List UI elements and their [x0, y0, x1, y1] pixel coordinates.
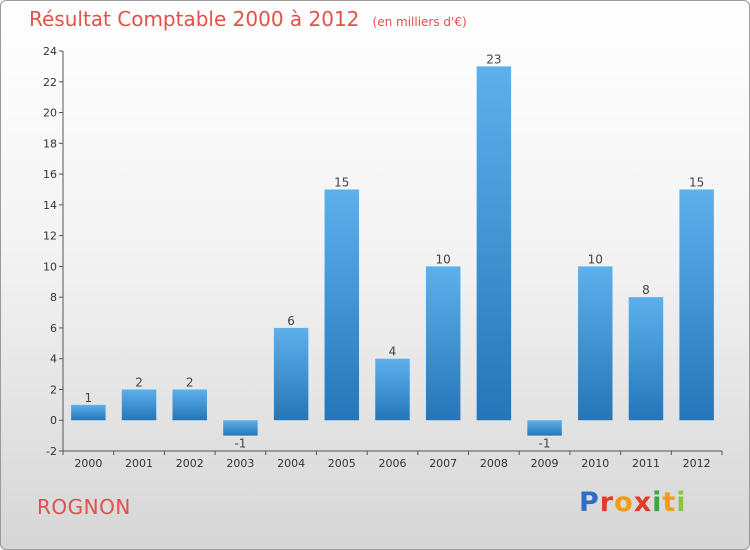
x-tick-label: 2005: [328, 457, 356, 470]
x-tick-label: 2002: [176, 457, 204, 470]
data-label-2009: -1: [539, 437, 551, 451]
x-tick-label: 2008: [480, 457, 508, 470]
bar-2010: [578, 266, 613, 421]
y-tick-label: 10: [43, 260, 57, 273]
data-label-2001: 2: [135, 375, 143, 389]
logo-letter: x: [633, 487, 653, 518]
data-label-2011: 8: [642, 283, 650, 297]
x-tick-label: 2006: [379, 457, 407, 470]
x-tick-label: 2004: [277, 457, 305, 470]
logo-letter: i: [652, 487, 663, 518]
bar-2002: [172, 389, 207, 421]
bars: [71, 66, 714, 436]
proxiti-logo[interactable]: Proxiti: [579, 487, 687, 518]
data-label-2010: 10: [588, 252, 603, 266]
bar-2008: [476, 66, 512, 421]
commune-name: ROGNON: [37, 495, 131, 519]
bar-2005: [324, 189, 360, 421]
bar-2003: [223, 420, 258, 436]
logo-letter: i: [676, 487, 687, 518]
data-label-2007: 10: [436, 252, 451, 266]
y-tick-label: 14: [43, 199, 57, 212]
x-tick-label: 2003: [226, 457, 254, 470]
bar-2007: [425, 266, 461, 421]
x-tick-label: 2012: [683, 457, 711, 470]
y-tick-label: 22: [43, 76, 57, 89]
data-label-2000: 1: [85, 391, 93, 405]
x-tick-label: 2010: [581, 457, 609, 470]
x-tick-label: 2007: [429, 457, 457, 470]
data-label-2003: -1: [234, 437, 246, 451]
bar-2000: [71, 404, 106, 421]
logo-letter: o: [614, 487, 634, 518]
bar-2006: [375, 358, 410, 421]
data-label-2004: 6: [287, 314, 295, 328]
y-tick-label: -2: [46, 445, 57, 458]
y-tick-label: 24: [43, 45, 57, 58]
bar-2004: [273, 327, 309, 421]
y-tick-label: 8: [50, 291, 57, 304]
bar-2012: [679, 189, 714, 421]
y-tick-label: 20: [43, 107, 57, 120]
x-tick-label: 2011: [632, 457, 660, 470]
data-label-2006: 4: [389, 345, 397, 359]
data-label-2002: 2: [186, 375, 194, 389]
y-tick-label: 2: [50, 383, 57, 396]
title-row: Résultat Comptable 2000 à 2012 (en milli…: [29, 7, 467, 31]
data-label-2008: 23: [486, 52, 501, 66]
y-tick-label: 0: [50, 414, 57, 427]
chart-title: Résultat Comptable 2000 à 2012: [29, 7, 360, 31]
y-tick-label: 18: [43, 137, 57, 150]
x-tick-label: 2001: [125, 457, 153, 470]
logo-letter: P: [579, 487, 600, 518]
bar-2011: [628, 297, 664, 421]
y-tick-label: 6: [50, 322, 57, 335]
bar-2009: [527, 420, 562, 436]
data-label-2012: 15: [689, 175, 704, 189]
bar-2001: [121, 389, 157, 421]
logo-letter: r: [599, 487, 615, 518]
x-tick-label: 2000: [74, 457, 102, 470]
y-tick-label: 16: [43, 168, 57, 181]
chart-subtitle: (en milliers d'€): [372, 15, 467, 29]
data-label-2005: 15: [334, 175, 349, 189]
y-tick-label: 12: [43, 230, 57, 243]
y-tick-label: 4: [50, 353, 57, 366]
x-tick-label: 2009: [531, 457, 559, 470]
logo-letter: t: [662, 487, 677, 518]
data-labels: 1 2 2 -1 6 15 4 10 23 -1 10 8 15: [85, 52, 705, 450]
